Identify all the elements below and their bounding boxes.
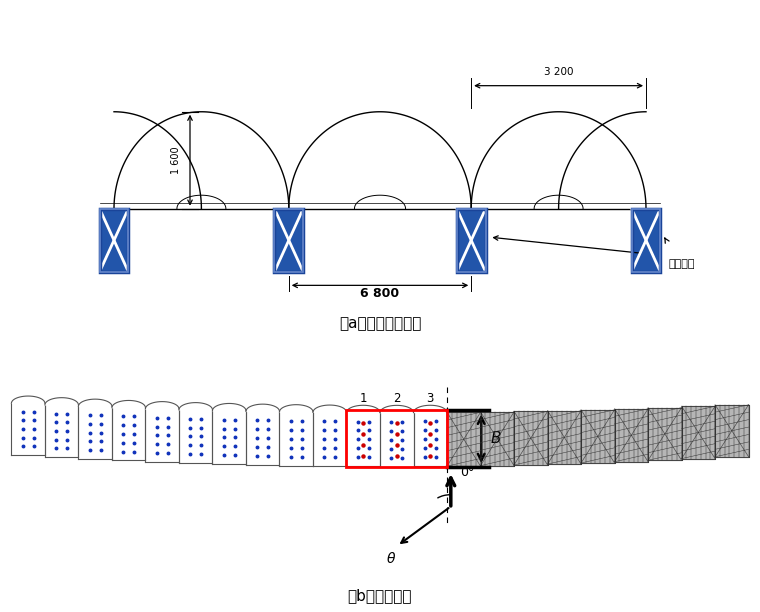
Polygon shape <box>11 396 45 403</box>
Text: θ: θ <box>387 551 395 565</box>
Polygon shape <box>246 404 280 411</box>
Polygon shape <box>313 405 347 412</box>
Polygon shape <box>380 412 413 466</box>
Polygon shape <box>413 405 447 412</box>
Text: 桁架结构: 桁架结构 <box>669 259 695 269</box>
Polygon shape <box>11 403 45 455</box>
Polygon shape <box>380 405 413 412</box>
Polygon shape <box>715 405 749 457</box>
Polygon shape <box>280 412 313 466</box>
Text: 2: 2 <box>393 392 401 405</box>
Polygon shape <box>78 406 112 459</box>
Polygon shape <box>246 411 280 465</box>
FancyBboxPatch shape <box>457 209 486 272</box>
Polygon shape <box>179 410 213 463</box>
Text: （a）波纹形状尺寸: （a）波纹形状尺寸 <box>339 316 421 332</box>
Polygon shape <box>45 405 78 457</box>
Polygon shape <box>145 401 179 409</box>
Polygon shape <box>581 410 615 463</box>
Text: 1 600: 1 600 <box>171 146 182 174</box>
Polygon shape <box>213 411 246 464</box>
Polygon shape <box>179 403 213 410</box>
Polygon shape <box>615 409 648 461</box>
Text: 1: 1 <box>359 392 367 405</box>
Polygon shape <box>313 412 347 466</box>
Polygon shape <box>145 409 179 462</box>
FancyBboxPatch shape <box>100 209 128 272</box>
Text: 0°: 0° <box>460 466 474 479</box>
Polygon shape <box>413 412 447 466</box>
Polygon shape <box>648 408 682 460</box>
Polygon shape <box>514 411 547 465</box>
Polygon shape <box>547 411 581 464</box>
Polygon shape <box>347 412 380 466</box>
Polygon shape <box>213 403 246 411</box>
Text: 3: 3 <box>426 392 434 405</box>
Text: （b）测点布置: （b）测点布置 <box>348 588 412 603</box>
FancyBboxPatch shape <box>274 209 303 272</box>
Polygon shape <box>112 400 145 408</box>
Text: 3 200: 3 200 <box>544 67 573 76</box>
Text: B: B <box>490 431 501 446</box>
Polygon shape <box>112 408 145 460</box>
Polygon shape <box>682 406 715 458</box>
Polygon shape <box>447 412 480 466</box>
Bar <box>347 410 447 468</box>
Polygon shape <box>480 412 514 466</box>
FancyBboxPatch shape <box>632 209 660 272</box>
Text: 6 800: 6 800 <box>360 287 400 300</box>
Polygon shape <box>78 399 112 406</box>
Polygon shape <box>45 398 78 405</box>
Polygon shape <box>347 405 380 412</box>
Polygon shape <box>280 405 313 412</box>
